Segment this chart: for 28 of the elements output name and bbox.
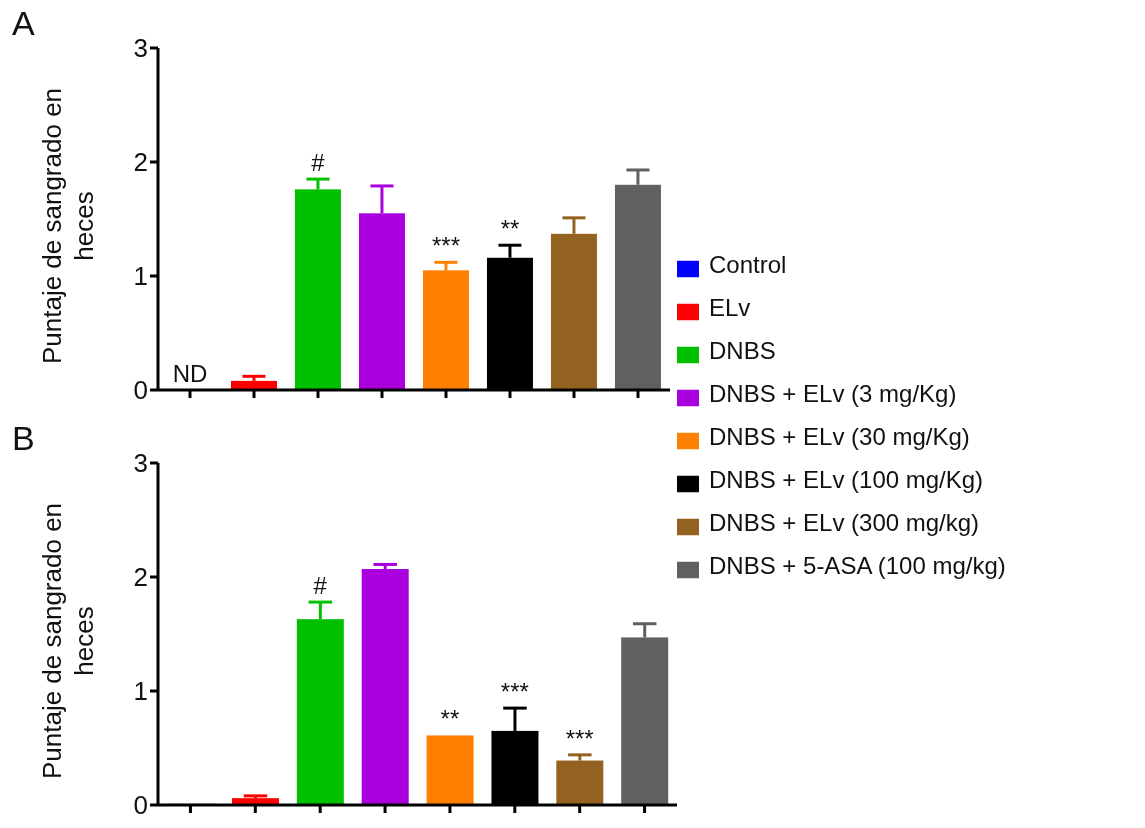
legend-label: DNBS + ELv (30 mg/Kg)	[709, 423, 970, 450]
legend-label: DNBS + 5-ASA (100 mg/kg)	[709, 552, 1006, 579]
y-tick-label: 1	[133, 676, 148, 707]
y-axis-title: Puntaje de sangrado en heces	[36, 86, 100, 367]
data-label: **	[440, 705, 460, 733]
data-label: ***	[431, 232, 461, 260]
y-tick-label: 3	[133, 33, 148, 64]
legend-label: DNBS	[709, 337, 776, 364]
y-tick-label: 0	[133, 375, 148, 406]
y-tick-label: 0	[133, 790, 148, 821]
y-tick-label: 3	[133, 448, 148, 479]
data-label: **	[500, 215, 520, 243]
legend-label: Control	[709, 251, 787, 278]
data-label: #	[311, 149, 326, 177]
chart-title: A	[12, 4, 35, 43]
y-tick-label: 1	[133, 261, 148, 292]
y-tick-label: 2	[133, 147, 148, 178]
legend-label: DNBS + ELv (100 mg/Kg)	[709, 466, 984, 493]
legend-label: ELv	[709, 294, 751, 321]
y-tick-label: 2	[133, 562, 148, 593]
y-axis-title: Puntaje de sangrado en heces	[36, 501, 100, 782]
data-label: ***	[500, 678, 529, 706]
legend-label: DNBS + ELv (3 mg/Kg)	[709, 380, 957, 407]
legend-label: DNBS + ELv (300 mg/kg)	[709, 509, 980, 536]
chart-title: B	[12, 419, 35, 458]
data-label: #	[313, 572, 328, 600]
data-label: ***	[565, 724, 594, 752]
text: ND	[172, 360, 208, 387]
